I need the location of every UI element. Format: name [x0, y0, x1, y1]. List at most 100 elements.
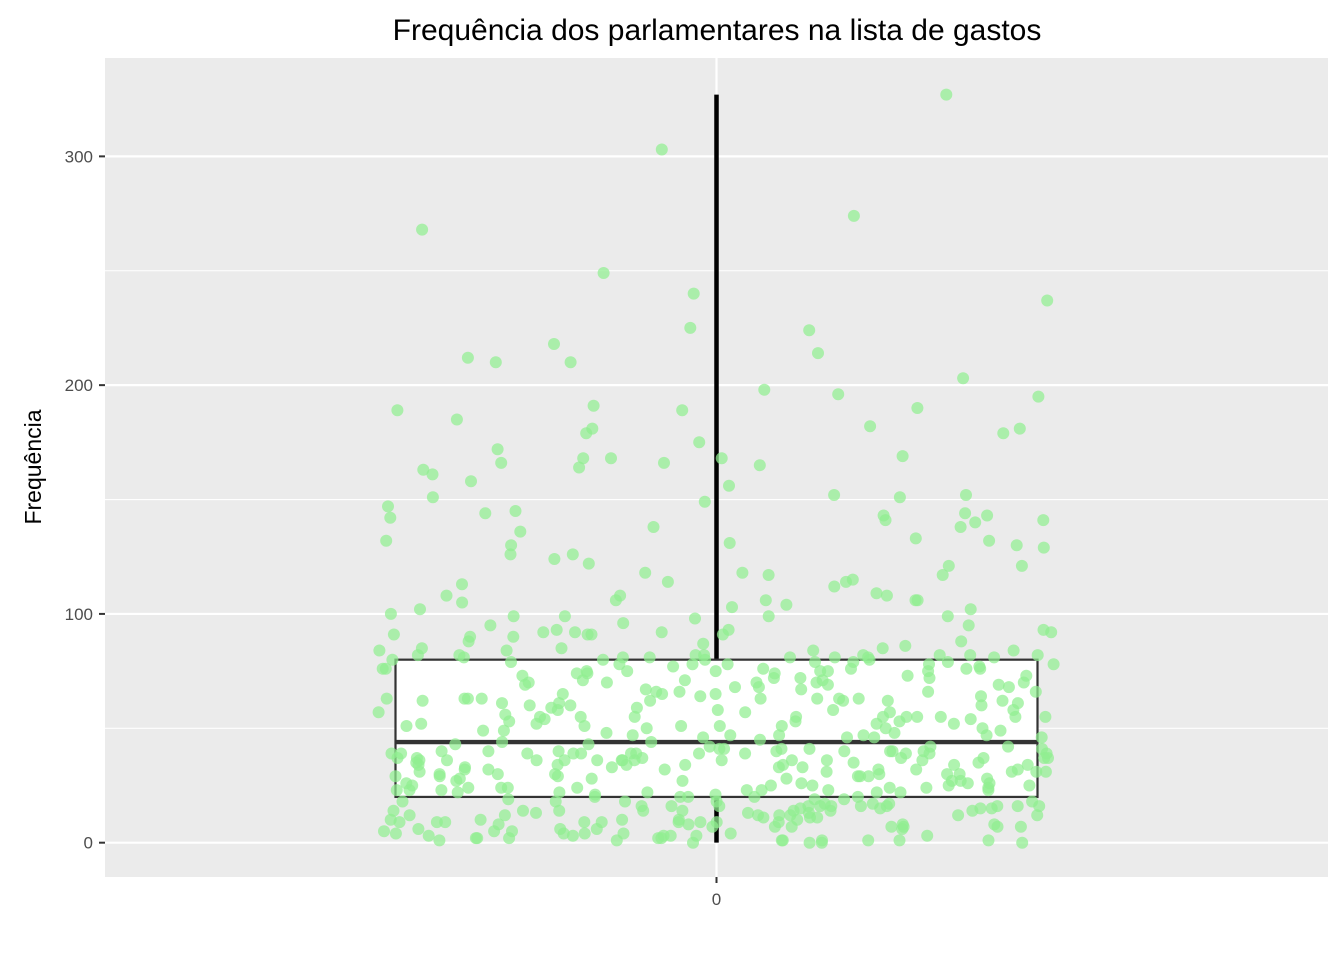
data-point: [941, 768, 954, 781]
data-point: [678, 674, 691, 687]
data-point: [870, 786, 883, 799]
data-point: [870, 587, 883, 600]
data-point: [384, 813, 397, 826]
data-point: [981, 772, 994, 785]
data-point: [828, 489, 841, 501]
data-point: [426, 468, 439, 481]
data-point: [789, 715, 802, 728]
data-point: [879, 722, 892, 735]
data-point: [716, 628, 729, 641]
data-point: [1011, 800, 1024, 813]
data-point: [901, 669, 914, 682]
data-point: [762, 569, 775, 581]
data-point: [469, 832, 482, 845]
data-point: [661, 575, 674, 588]
data-point: [721, 658, 734, 671]
data-point: [1037, 541, 1050, 554]
data-point: [459, 761, 471, 774]
data-point: [433, 768, 446, 781]
data-point: [894, 786, 907, 799]
data-point: [590, 823, 603, 835]
data-point: [896, 450, 909, 463]
data-point: [876, 642, 889, 655]
data-point: [1047, 658, 1060, 671]
axis-layer: 0 100 200 300 0: [65, 147, 722, 909]
data-point: [387, 804, 400, 817]
data-point: [832, 388, 845, 401]
data-point: [739, 706, 752, 719]
data-point: [530, 717, 543, 730]
data-point: [553, 804, 566, 817]
data-point: [564, 356, 577, 369]
data-point: [687, 287, 700, 300]
data-point: [1014, 820, 1027, 833]
data-point: [954, 774, 967, 787]
data-point: [439, 816, 452, 829]
data-point: [1020, 669, 1033, 682]
data-point: [647, 521, 660, 533]
data-point: [828, 651, 841, 664]
data-point: [410, 752, 423, 764]
data-point: [864, 420, 877, 433]
data-point: [954, 521, 967, 533]
data-point: [553, 697, 566, 710]
data-point: [754, 733, 766, 746]
data-point: [911, 710, 924, 723]
data-point: [1031, 809, 1044, 822]
data-point: [403, 784, 416, 797]
data-point: [384, 607, 397, 620]
data-point: [505, 539, 518, 552]
data-point: [617, 617, 630, 630]
data-point: [600, 676, 613, 689]
data-point: [709, 788, 722, 801]
data-point: [380, 692, 393, 705]
data-point: [759, 594, 772, 607]
data-point: [384, 511, 397, 524]
data-point: [505, 656, 517, 668]
data-point: [840, 575, 852, 588]
data-point: [1041, 294, 1054, 307]
data-point: [389, 827, 402, 840]
data-point: [433, 834, 446, 847]
data-point: [597, 267, 610, 279]
data-point: [679, 758, 692, 771]
data-point: [626, 729, 639, 742]
data-point: [982, 784, 995, 797]
data-point: [566, 548, 579, 561]
data-point: [435, 745, 448, 758]
data-point: [1007, 704, 1020, 716]
data-point: [1045, 626, 1058, 639]
data-point: [757, 662, 770, 675]
data-point: [893, 491, 906, 504]
data-point: [450, 774, 463, 787]
data-point: [862, 770, 875, 783]
data-point: [822, 784, 835, 797]
data-point: [969, 516, 982, 529]
data-point: [635, 800, 648, 813]
data-point: [750, 676, 763, 689]
data-point: [911, 402, 924, 414]
data-point: [396, 795, 409, 808]
data-point: [389, 770, 402, 783]
data-point: [910, 763, 923, 776]
data-point: [923, 658, 935, 671]
data-point: [694, 816, 707, 829]
data-point: [372, 706, 385, 719]
data-point: [564, 699, 577, 712]
x-tick-label: 0: [712, 890, 721, 909]
data-point: [453, 649, 466, 662]
data-point: [658, 763, 671, 776]
data-point: [736, 566, 749, 579]
data-point: [820, 754, 833, 767]
data-point: [621, 665, 634, 678]
data-point: [495, 456, 508, 469]
data-point: [500, 644, 513, 657]
data-point: [803, 836, 816, 849]
data-point: [1002, 740, 1015, 753]
data-point: [499, 708, 512, 721]
data-point: [706, 820, 719, 833]
data-point: [988, 818, 1001, 831]
data-point: [504, 548, 517, 561]
data-point: [585, 628, 598, 641]
data-point: [479, 507, 492, 520]
